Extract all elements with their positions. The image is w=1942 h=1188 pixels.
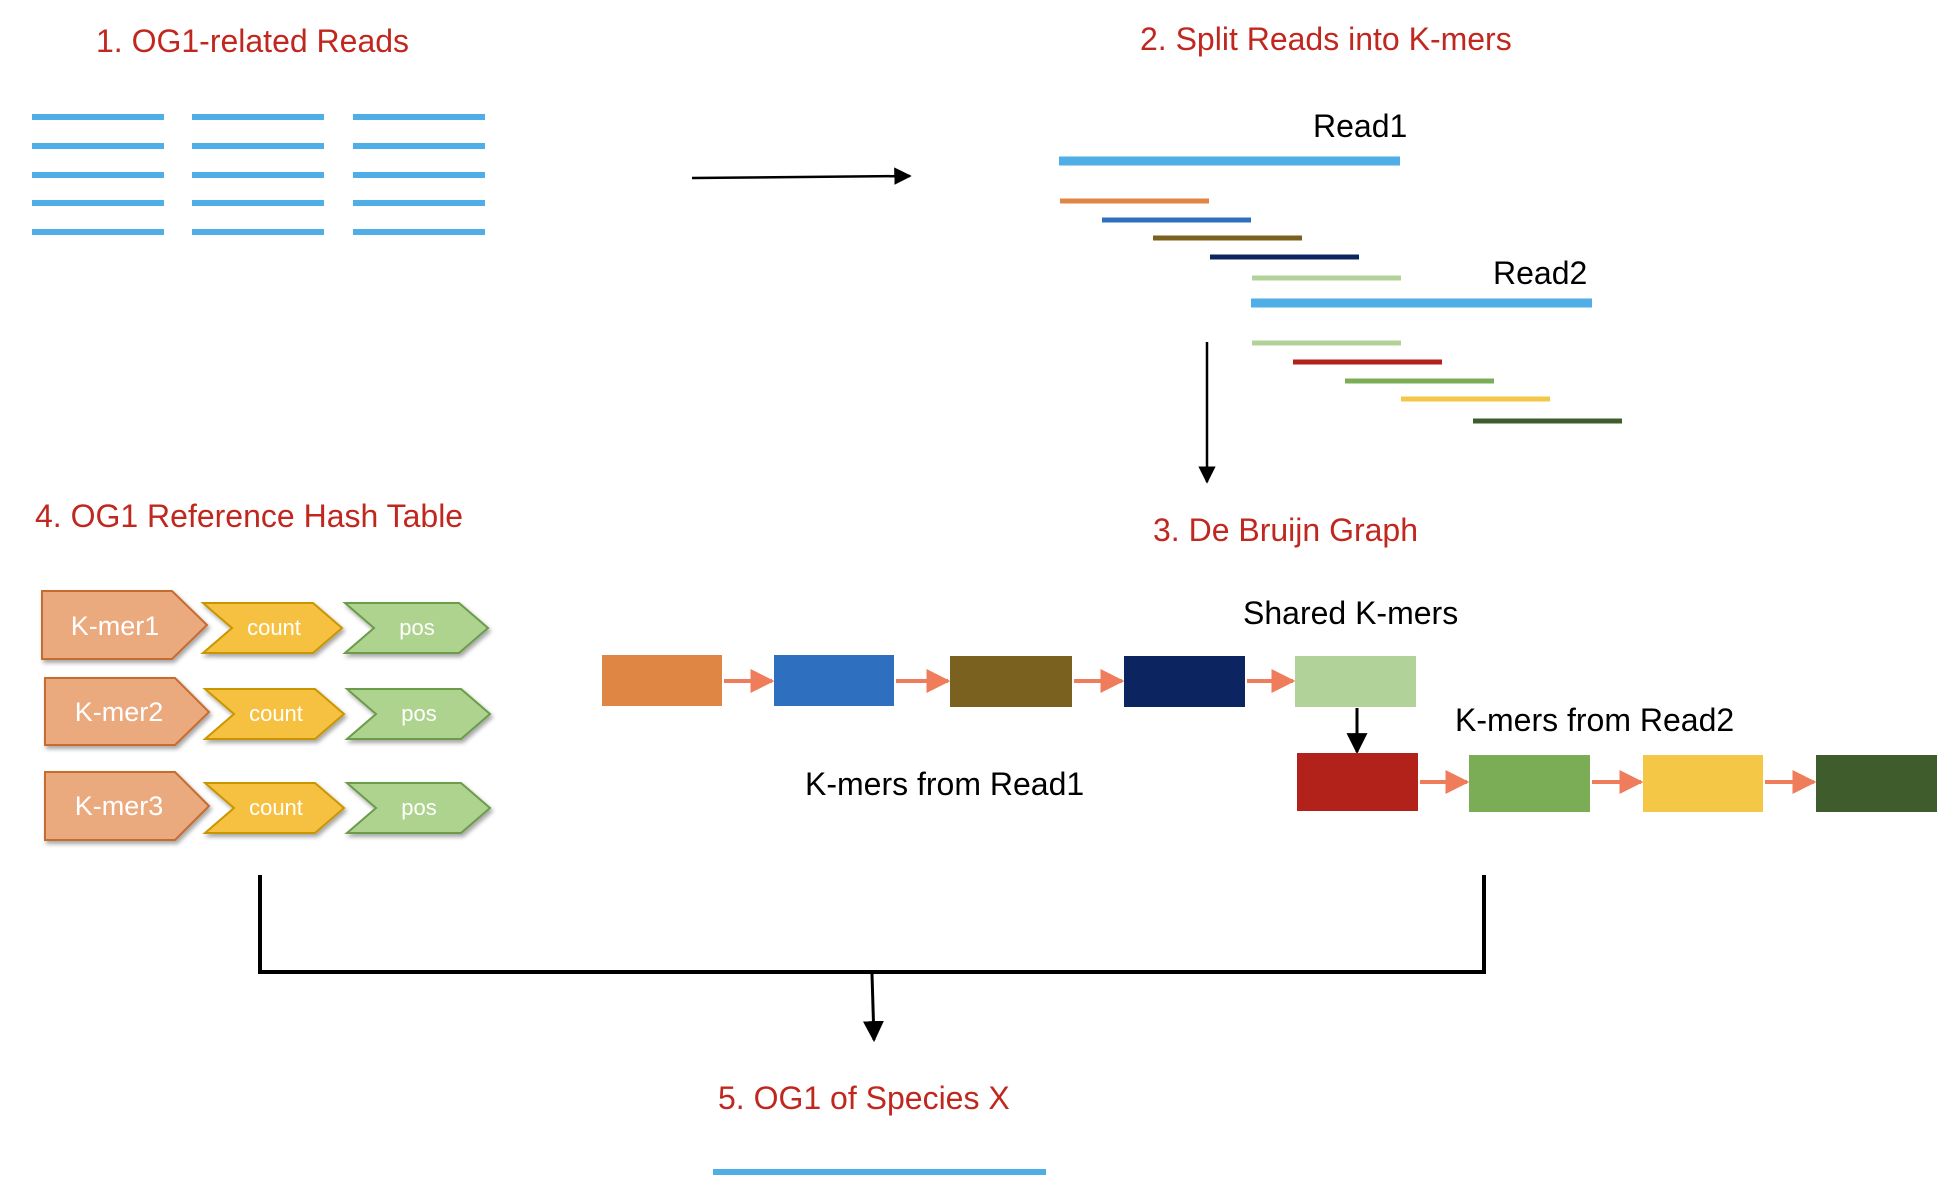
read2-label: Read2 [1493,255,1587,291]
pos-chevron-label: pos [401,701,436,726]
merge-bracket [258,875,1486,974]
count-chevron-label: count [247,615,301,640]
count-chevron-label: count [249,795,303,820]
arrow-to-step5 [862,973,884,1043]
hash-row-3: K-mer3 count pos [44,771,492,841]
kmers-from-read2-label: K-mers from Read2 [1455,702,1734,738]
kmer-chevron [41,590,209,660]
read1-label: Read1 [1313,108,1407,144]
step4-title: 4. OG1 Reference Hash Table [35,498,463,534]
arrow-step1-to-step2 [691,167,912,185]
kmer-chevron-label: K-mer1 [71,611,160,641]
pos-chevron-label: pos [401,795,436,820]
pos-chevron [342,602,490,654]
step1-title: 1. OG1-related Reads [96,23,409,59]
kmers-from-read1-label: K-mers from Read1 [805,766,1084,802]
kmer-node [950,656,1072,707]
kmer-node [1816,755,1937,812]
step3-title: 3. De Bruijn Graph [1153,512,1418,548]
kmer-node [1297,753,1418,811]
count-chevron [200,602,344,654]
count-chevron-label: count [249,701,303,726]
kmer-chevron-label: K-mer2 [75,697,164,727]
hash-row-2: K-mer2 count pos [44,677,492,746]
kmer-node [602,655,722,706]
reads-grid [32,114,485,235]
count-chevron [202,688,346,740]
hash-row-1: K-mer1 count pos [41,590,490,660]
kmer-chevron [44,771,211,841]
count-chevron [202,782,346,834]
kmer-chevron [44,677,211,746]
kmer-node [1469,755,1590,812]
kmer-node [774,655,894,706]
kmer-chevron-label: K-mer3 [75,791,164,821]
pos-chevron-label: pos [399,615,434,640]
pos-chevron [344,782,492,834]
step2-title: 2. Split Reads into K-mers [1140,21,1512,57]
kmer-node [1643,755,1763,812]
pos-chevron [344,688,492,740]
kmer-node [1124,656,1245,707]
shared-kmers-label: Shared K-mers [1243,595,1458,631]
shared-kmer-node [1295,656,1416,707]
step5-title: 5. OG1 of Species X [718,1080,1010,1116]
